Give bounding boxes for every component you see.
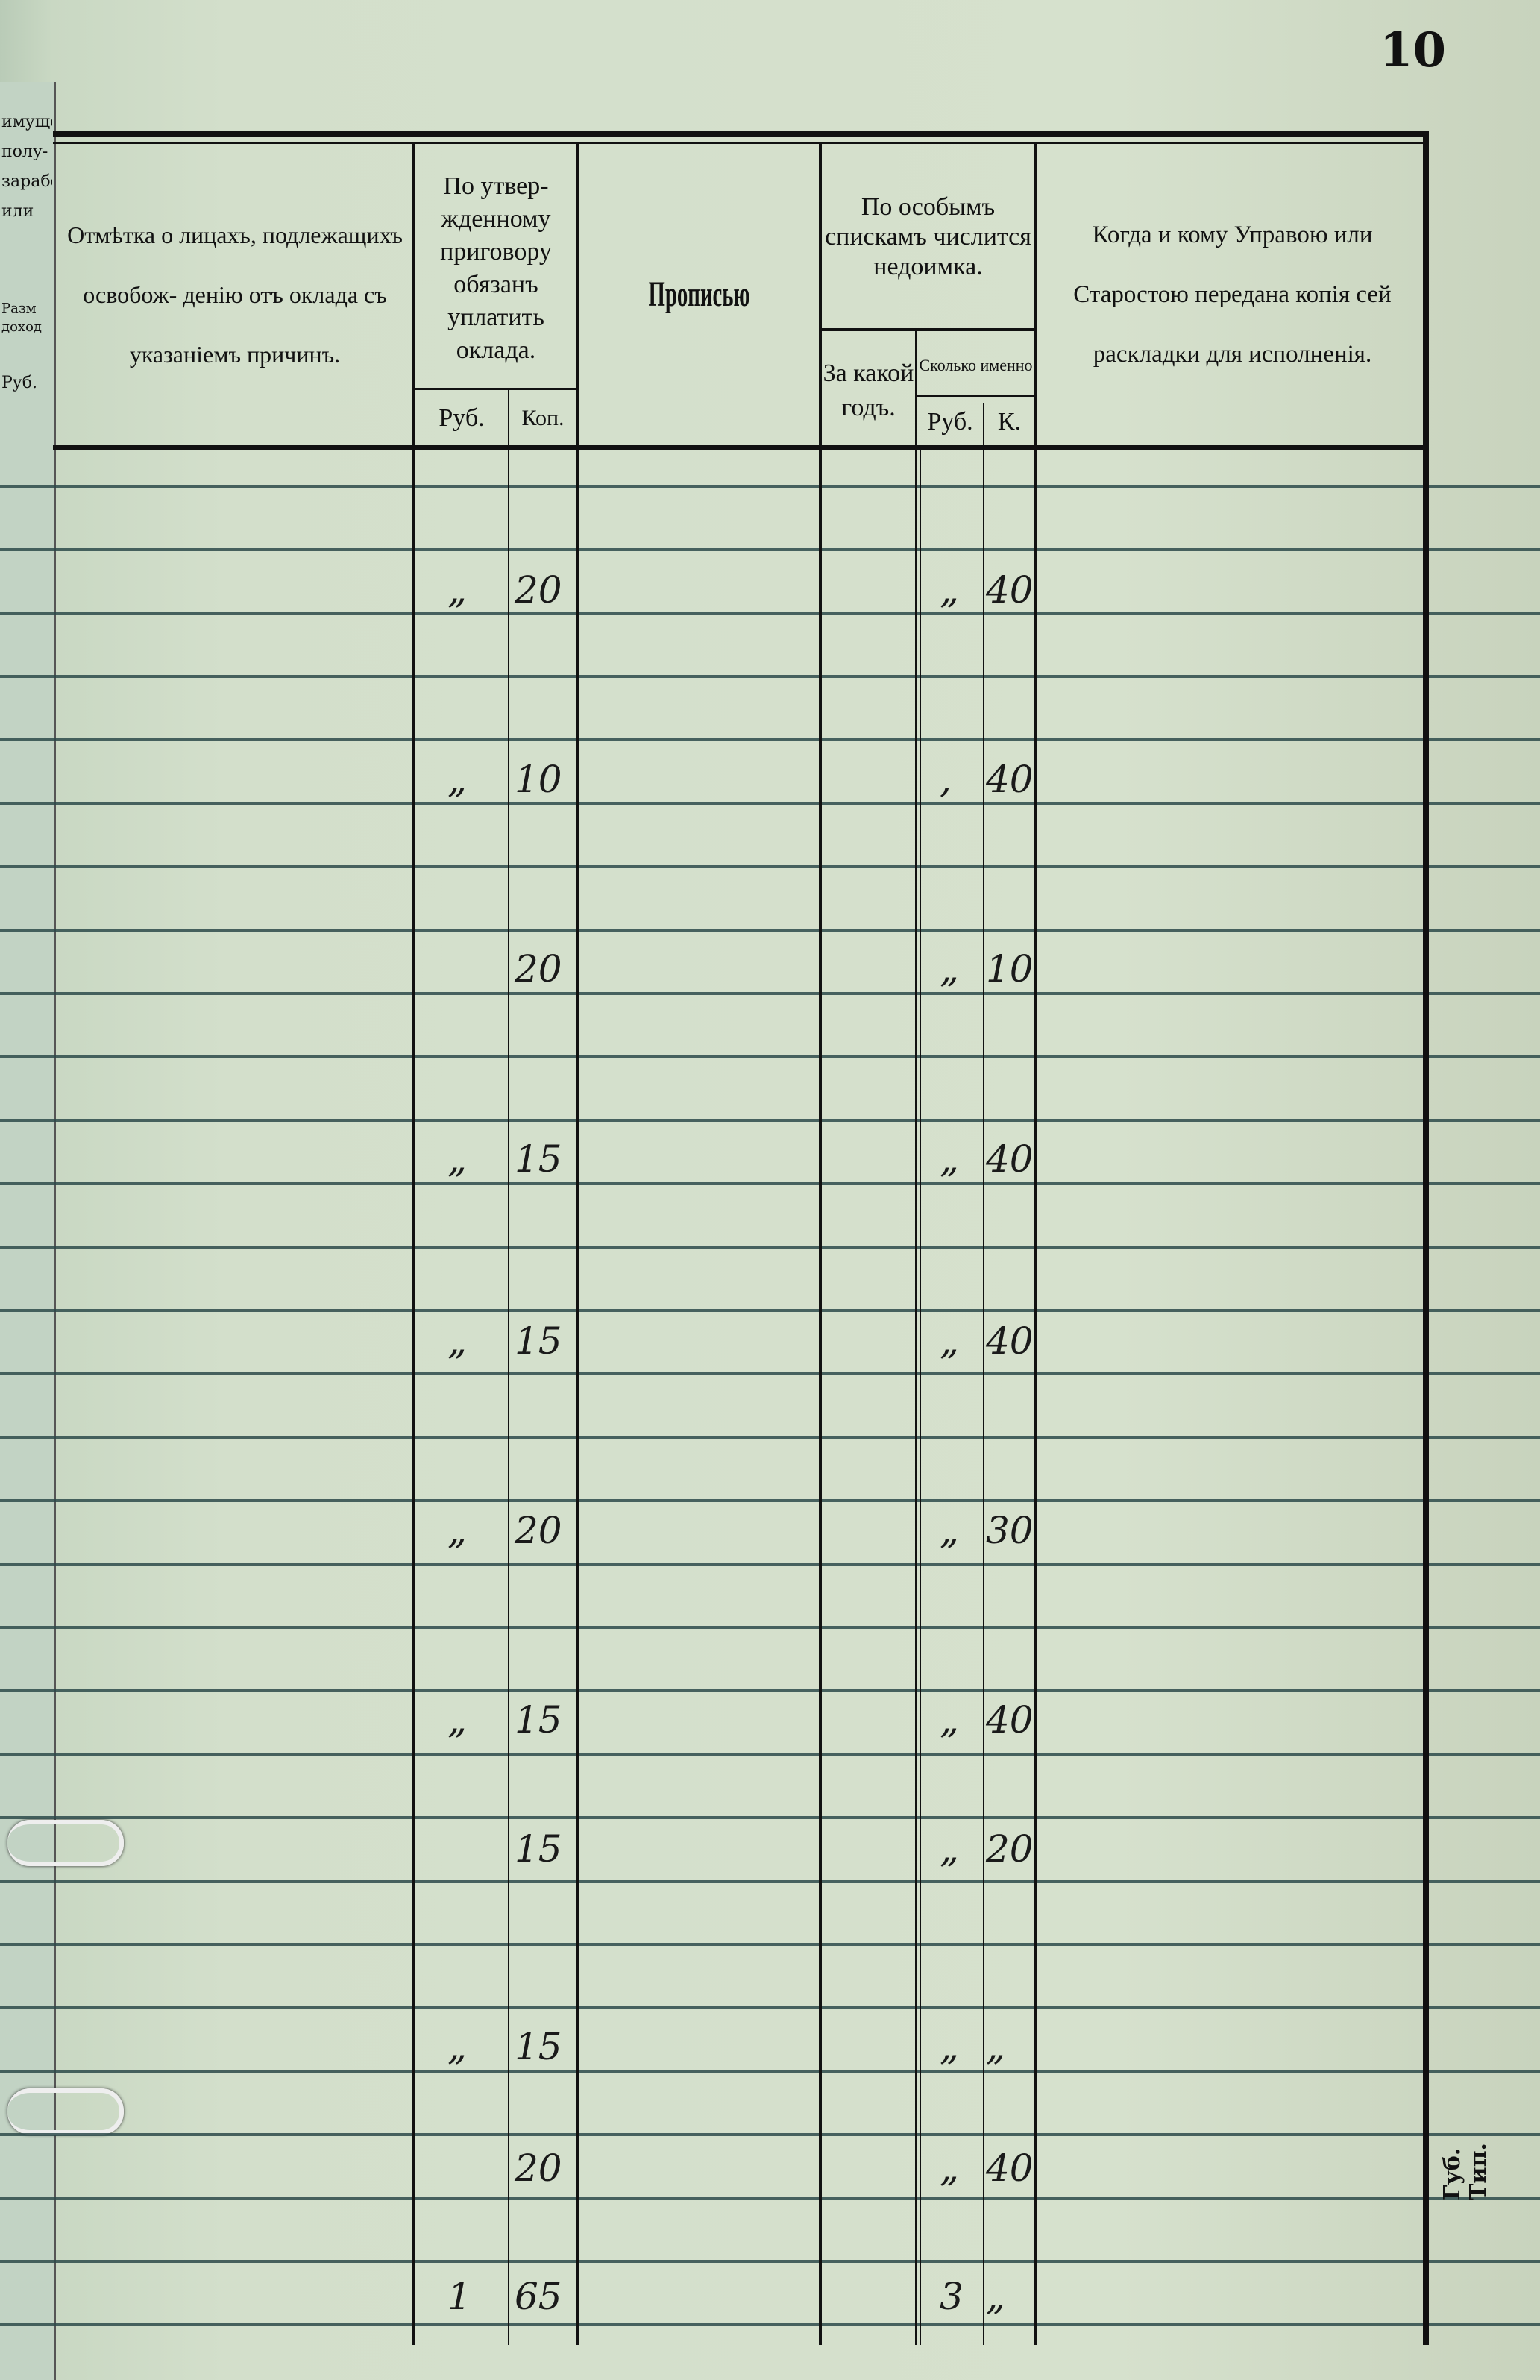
header-arrears-amount: Сколько именно [919, 356, 1033, 374]
ruled-line [0, 485, 1540, 488]
cell-arr-k: 40 [986, 758, 1034, 801]
ruled-line [0, 1753, 1540, 1756]
adjacent-page-edge: имуще полу- зарабо или Разм доход Руб. [0, 82, 56, 2380]
left-page-text: полу- [1, 142, 48, 161]
cell-kop: 15 [515, 1319, 562, 1363]
ruled-line [0, 1563, 1540, 1566]
ruled-line [0, 2260, 1540, 2263]
header-arrears-year: За какой годъ. [823, 359, 914, 421]
ruled-line [0, 1309, 1540, 1312]
cell-arr-k: 10 [986, 947, 1034, 990]
ruled-line [0, 2006, 1540, 2009]
ruled-line [0, 2070, 1540, 2073]
ruled-line [0, 612, 1540, 615]
header-in-words: Прописью [648, 274, 750, 314]
cell-arr-k: 40 [986, 1319, 1034, 1363]
printer-mark: Губ. Тип. [1439, 2143, 1492, 2200]
cell-rub: „ [447, 2025, 467, 2068]
ruled-line [0, 929, 1540, 932]
left-page-text: зарабо [1, 172, 52, 191]
ruled-line [0, 1626, 1540, 1629]
ruled-line [0, 1499, 1540, 1502]
cell-kop: 15 [515, 1827, 562, 1871]
left-page-text: доход [1, 319, 42, 335]
cell-arr-k: „ [986, 2025, 1005, 2068]
ruled-line [0, 1436, 1540, 1439]
header-obliged-amount: По утвер- жденному приговору обязанъ упл… [440, 172, 552, 364]
cell-arr-k: 40 [986, 2147, 1034, 2190]
cell-arr-rub: „ [940, 947, 959, 990]
cell-arr-rub: 3 [940, 2275, 964, 2318]
header-arrears-rub: Руб. [927, 408, 973, 436]
left-page-text: имуще [1, 113, 52, 131]
header-when-and-to-whom: Когда и кому Управою или Старостою перед… [1073, 222, 1392, 368]
ruled-line [0, 1055, 1540, 1058]
cell-kop: 20 [515, 1509, 562, 1552]
left-page-text: Разм [1, 301, 37, 316]
ruled-line [0, 1182, 1540, 1185]
left-page-text: или [1, 202, 34, 221]
cell-arr-rub: „ [940, 1698, 959, 1742]
header-arrears: По особымъ спискамъ числится недоимка. [825, 193, 1031, 280]
cell-arr-k: 40 [986, 1698, 1034, 1742]
cell-arr-rub: „ [940, 568, 959, 612]
ruled-line [0, 802, 1540, 805]
cell-arr-rub: „ [940, 2147, 959, 2190]
ruled-line [0, 1689, 1540, 1692]
ruled-line [0, 1246, 1540, 1249]
header-exemption-note: Отмѣтка о лицахъ, подлежащихъ освобож- д… [67, 222, 403, 368]
cell-kop: 65 [515, 2275, 562, 2318]
ruled-line [0, 2197, 1540, 2200]
header-obliged-kop: Коп. [521, 406, 565, 430]
header-obliged-rub: Руб. [439, 404, 485, 432]
cell-rub: „ [447, 1509, 467, 1552]
left-page-text: Руб. [1, 374, 37, 392]
cell-rub: „ [447, 758, 467, 801]
page-number: 10 [1380, 22, 1447, 78]
ruled-line [0, 1372, 1540, 1375]
cell-arr-rub: „ [940, 1509, 959, 1552]
cell-arr-k: „ [986, 2275, 1005, 2318]
ruled-line [0, 2133, 1540, 2136]
cell-rub: „ [447, 568, 467, 612]
cell-arr-k: 40 [986, 568, 1034, 612]
cell-kop: 20 [515, 568, 562, 612]
cell-kop: 15 [515, 1137, 562, 1181]
ruled-line [0, 1943, 1540, 1946]
cell-arr-k: 40 [986, 1137, 1034, 1181]
cell-arr-rub: „ [940, 1319, 959, 1363]
binding-string [7, 2088, 124, 2135]
ruled-line [0, 1816, 1540, 1819]
cell-kop: 20 [515, 2147, 562, 2190]
cell-kop: 20 [515, 947, 562, 990]
ruled-line [0, 548, 1540, 551]
cell-rub: „ [447, 1137, 467, 1181]
ruled-line [0, 992, 1540, 995]
cell-rub: „ [447, 1698, 467, 1742]
cell-rub: 1 [447, 2275, 471, 2318]
cell-kop: 10 [515, 758, 562, 801]
cell-arr-rub: , [940, 758, 952, 801]
ruled-line [0, 2323, 1540, 2326]
ruled-line [0, 1119, 1540, 1122]
ruled-line [0, 1880, 1540, 1883]
cell-arr-rub: „ [940, 1827, 959, 1871]
cell-arr-k: 20 [986, 1827, 1034, 1871]
cell-rub: „ [447, 1319, 467, 1363]
cell-arr-rub: „ [940, 2025, 959, 2068]
ruled-line [0, 738, 1540, 741]
binding-string [7, 1820, 124, 1866]
ruled-line [0, 675, 1540, 678]
ruled-line [0, 865, 1540, 868]
cell-arr-rub: „ [940, 1137, 959, 1181]
cell-kop: 15 [515, 2025, 562, 2068]
header-arrears-k: К. [997, 408, 1022, 436]
cell-kop: 15 [515, 1698, 562, 1742]
cell-arr-k: 30 [986, 1509, 1034, 1552]
